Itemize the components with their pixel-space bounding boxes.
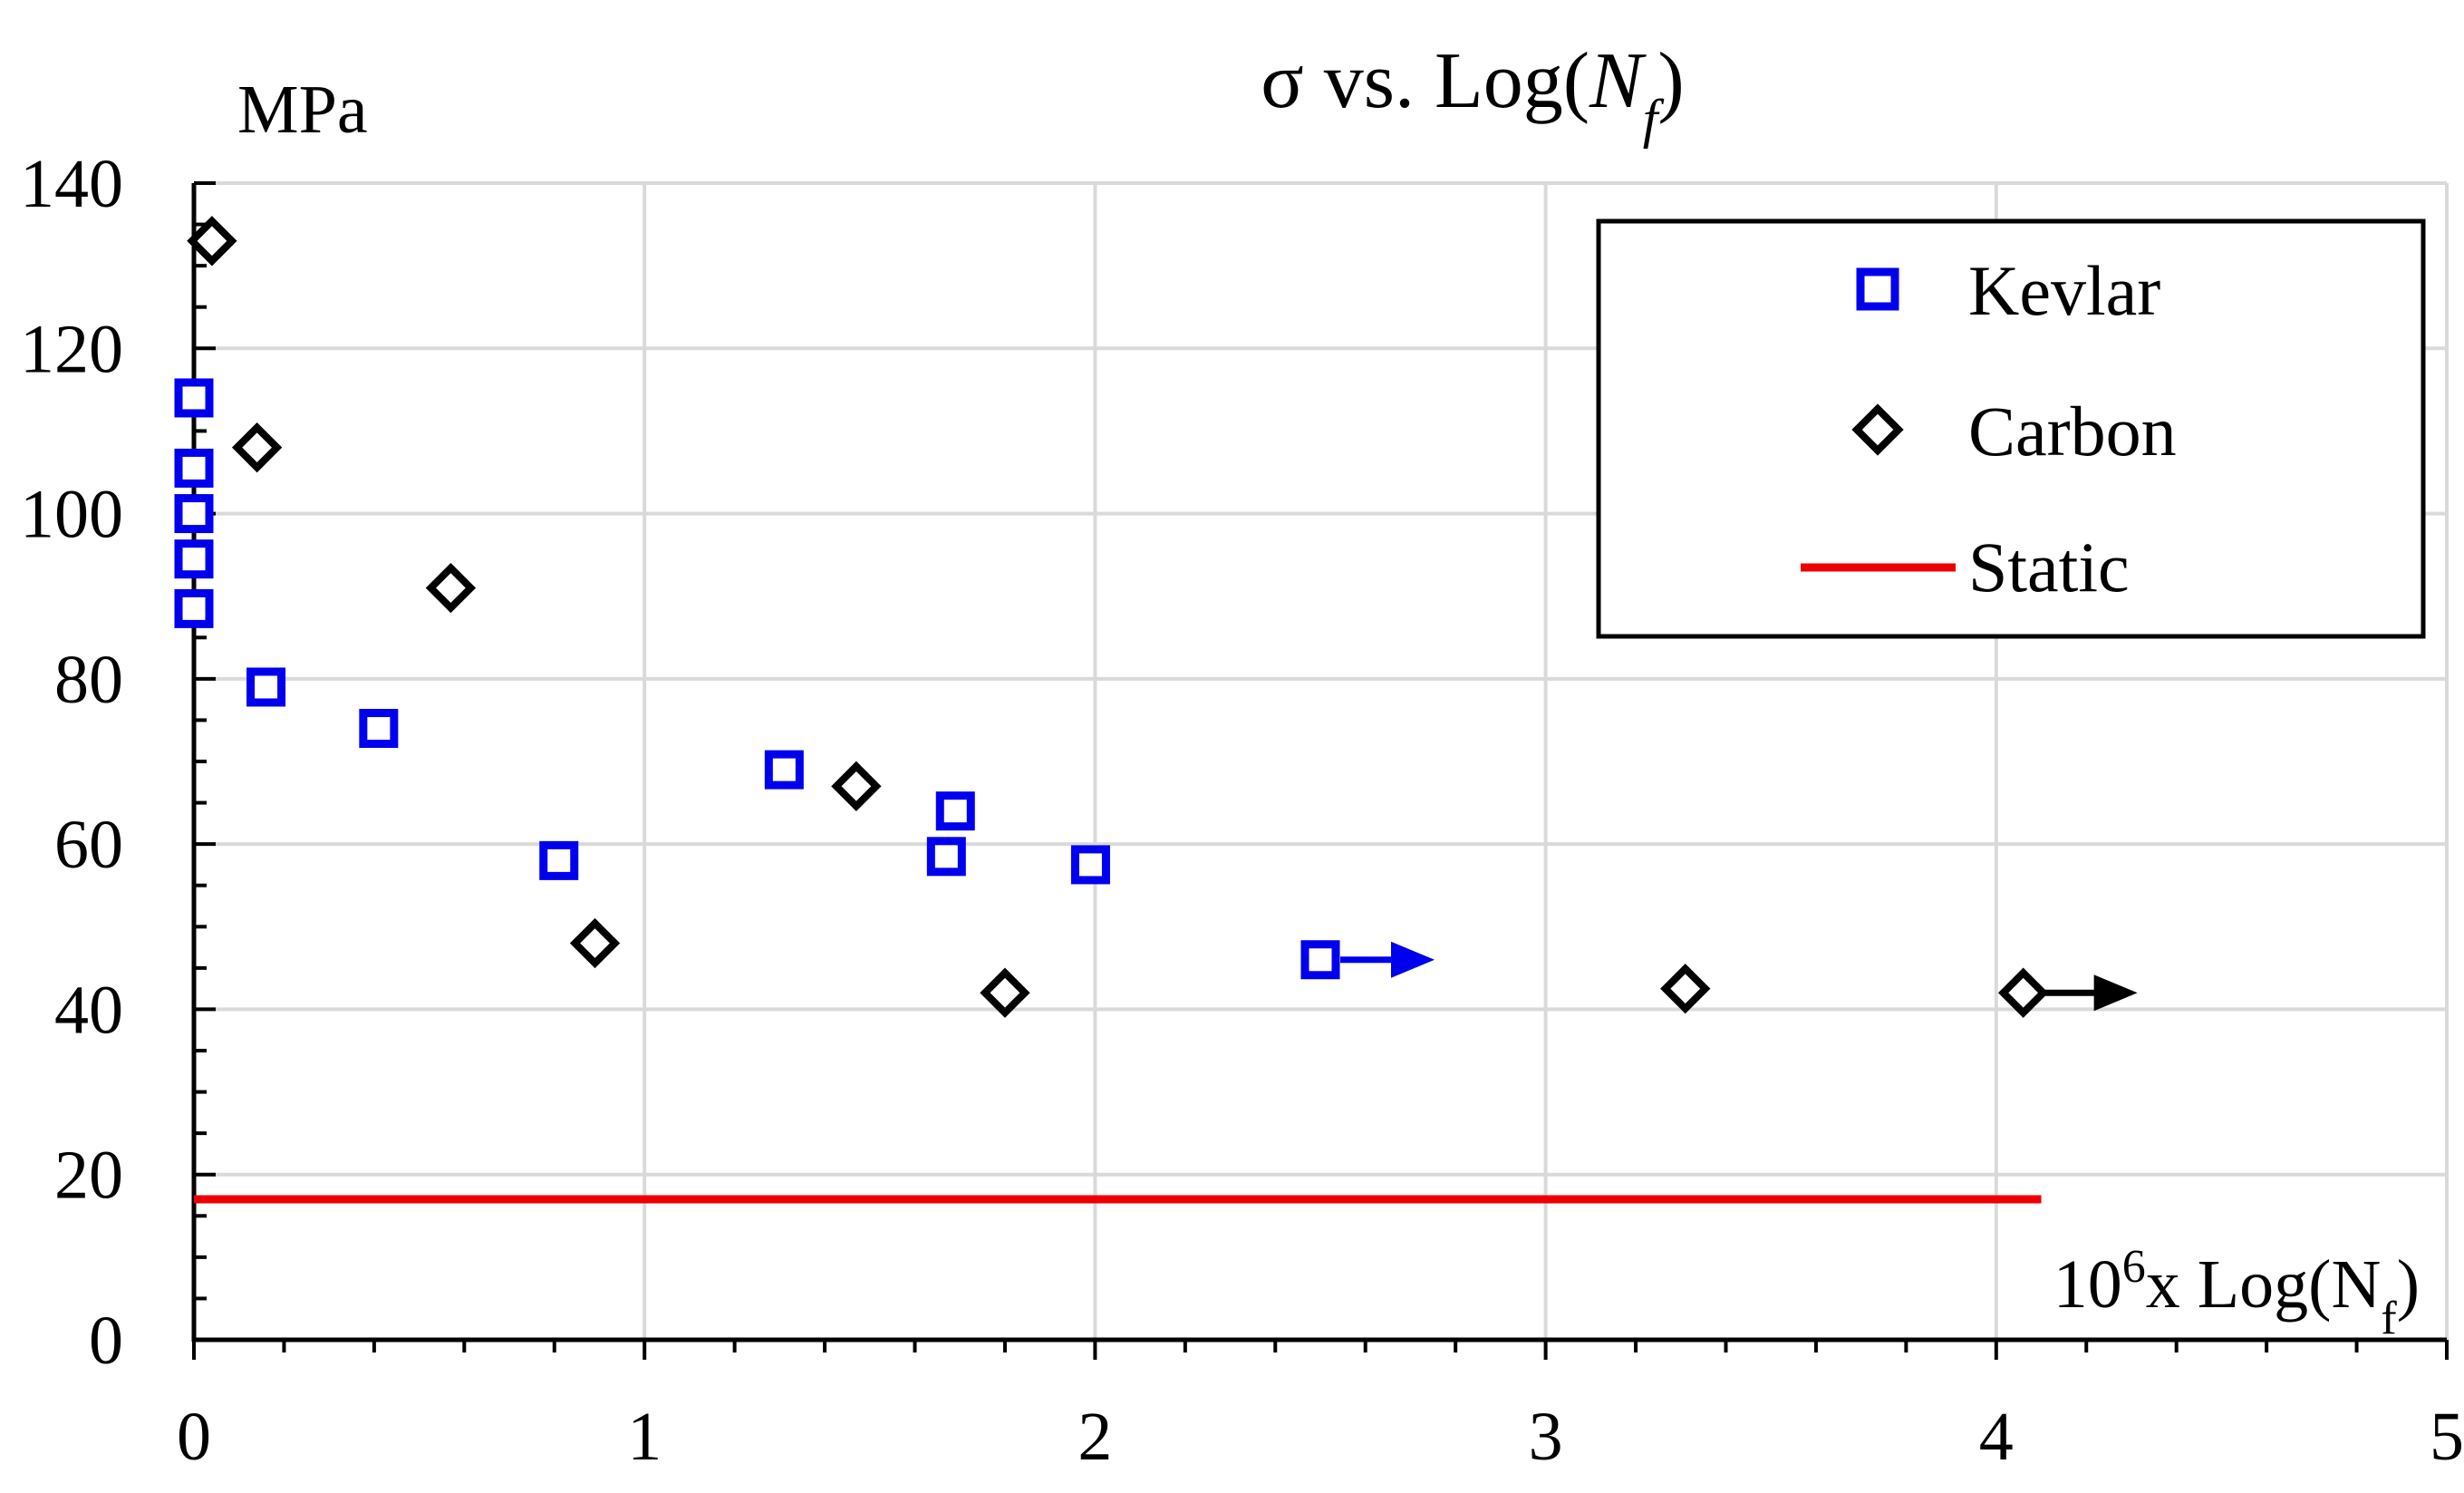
y-tick-label: 80 [54,642,123,718]
y-tick-label: 40 [54,972,123,1048]
kevlar-point [539,840,579,880]
y-tick-label: 140 [20,146,123,222]
x-tick-label: 2 [1077,1399,1112,1475]
legend: Kevlar Carbon Static [1596,218,2426,639]
y-axis-unit-label: MPa [237,72,368,148]
kevlar-point [174,539,214,579]
carbon-point [831,761,882,811]
kevlar-point [764,750,804,790]
x-tick-label: 3 [1529,1399,1563,1475]
tick-labels: 0 1 2 3 4 5 0 20 40 60 80 100 120 140 [20,146,2464,1475]
x-tick-label: 4 [1979,1399,2014,1475]
kevlar-point [174,588,214,628]
carbon-point [569,917,621,969]
runout-arrow-icon [1391,941,1435,978]
legend-label-carbon: Carbon [1968,392,2177,470]
kevlar-point [926,837,966,877]
kevlar-point [174,378,214,418]
carbon-point [1660,963,1711,1014]
carbon-point [980,967,1030,1018]
kevlar-point [935,791,975,831]
x-axis-label: 106x Log(Nf) [2053,1241,2420,1344]
x-tick-label: 1 [627,1399,662,1475]
legend-diamond-marker-icon [1851,403,1904,456]
y-tick-label: 60 [54,807,123,883]
x-tick-label: 5 [2430,1399,2464,1475]
runout-arrow-icon [2093,974,2138,1012]
plot-area [174,216,2138,1204]
legend-label-kevlar: Kevlar [1968,251,2160,330]
carbon-point [425,562,477,614]
y-tick-label: 100 [20,477,123,553]
kevlar-point [174,448,214,488]
y-tick-label: 20 [54,1138,123,1214]
carbon-point [231,422,283,473]
legend-square-marker-icon [1856,267,1899,311]
kevlar-point [1300,940,1340,980]
y-tick-label: 0 [89,1303,123,1379]
kevlar-point [359,709,399,749]
carbon-point [187,216,237,267]
legend-label-static: Static [1968,528,2130,606]
legend-box [1596,218,2426,639]
kevlar-point [246,667,286,707]
carbon-point [1997,967,2049,1018]
chart-title: σ vs. Log(Nf) [1261,37,1684,149]
x-tick-label: 0 [177,1399,211,1475]
kevlar-point [174,494,214,534]
y-tick-label: 120 [20,311,123,387]
kevlar-point [1070,845,1110,885]
